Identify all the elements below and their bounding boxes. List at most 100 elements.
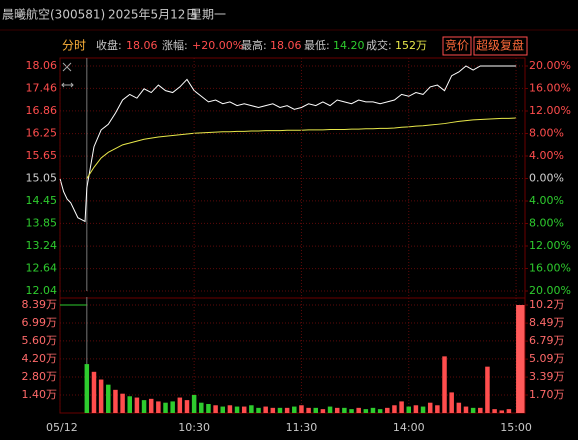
volume-bar <box>234 406 240 413</box>
y-tick-label: 5.60万 <box>22 334 58 347</box>
volume-bar <box>470 407 476 413</box>
volume-bar <box>342 407 347 413</box>
volume-bar <box>263 406 268 413</box>
volume-bar <box>141 400 147 413</box>
volume-bar <box>478 407 483 413</box>
volume-bar <box>127 396 132 413</box>
volume-bar <box>292 406 297 413</box>
y-tick-label: 4.20万 <box>22 352 58 365</box>
y2-tick-label: 4.00% <box>529 194 564 207</box>
volume-bar <box>377 409 383 413</box>
volume-bar <box>277 407 283 413</box>
volume-bar <box>313 407 318 413</box>
x-tick-label: 14:00 <box>393 421 425 434</box>
volume-bar <box>435 405 440 413</box>
y2-tick-label: 3.39万 <box>529 370 565 383</box>
button-frame[interactable] <box>473 36 528 56</box>
volume-bar <box>463 406 469 413</box>
volume-bar <box>327 406 333 413</box>
button[interactable]: 竞价 <box>445 39 469 53</box>
volume-bar <box>91 371 97 413</box>
x-tick-label: 05/12 <box>46 421 78 434</box>
volume-bar <box>385 407 390 413</box>
volume-bar <box>191 394 197 413</box>
y2-tick-label: 12.00% <box>529 104 571 117</box>
volume-bar <box>442 356 447 413</box>
y-tick-label: 8.39万 <box>22 298 58 311</box>
volume-bar <box>320 409 326 413</box>
volume-bar <box>98 379 104 413</box>
y-tick-label: 15.05 <box>26 172 58 185</box>
close-icon[interactable] <box>62 62 72 72</box>
volume-bar <box>406 406 411 413</box>
y2-tick-label: 4.00% <box>529 149 564 162</box>
volume-bar <box>120 393 125 413</box>
volume-bar <box>249 405 254 413</box>
volume-bar <box>363 409 369 413</box>
y2-tick-label: 16.00% <box>529 82 571 95</box>
button-frame[interactable] <box>442 36 472 56</box>
volume-bar <box>106 384 111 413</box>
y2-tick-label: 20.00% <box>529 284 571 297</box>
volume-bar <box>399 401 404 413</box>
volume-bar <box>199 402 204 413</box>
expand-icon[interactable] <box>61 82 74 88</box>
y2-tick-label: 10.2万 <box>529 298 565 311</box>
volume-bar <box>392 405 397 413</box>
button[interactable]: 超级复盘 <box>476 38 524 53</box>
volume-bar <box>256 407 261 413</box>
y-tick-label: 17.46 <box>26 81 58 94</box>
stat-value: 18.06 <box>270 39 302 52</box>
y2-tick-label: 8.00% <box>529 127 564 140</box>
volume-bar <box>227 405 233 413</box>
y2-tick-label: 12.00% <box>529 239 571 252</box>
volume-bar <box>506 409 512 413</box>
y-tick-label: 13.24 <box>26 239 58 252</box>
volume-bar <box>220 406 225 413</box>
volume-bar <box>113 389 118 413</box>
stat-value: 14.20 <box>333 39 365 52</box>
volume-bar <box>299 405 304 413</box>
tab[interactable]: 分时 <box>62 39 86 53</box>
x-tick-label: 10:30 <box>178 421 210 434</box>
volume-bar <box>170 401 175 413</box>
y-tick-label: 12.04 <box>26 284 58 297</box>
volume-bar <box>334 407 340 413</box>
y-tick-label: 6.99万 <box>22 316 58 329</box>
y-tick-label: 14.45 <box>26 194 58 207</box>
stat-value: +20.00% <box>192 39 243 52</box>
volume-bar <box>516 305 525 413</box>
volume-bar <box>134 397 140 413</box>
volume-bar <box>485 366 490 413</box>
stat-value: 18.06 <box>126 39 158 52</box>
stock-name: 晨曦航空(300581) <box>2 7 105 22</box>
y-tick-label: 15.65 <box>26 149 58 162</box>
volume-bar <box>306 407 311 413</box>
volume-bar <box>241 406 247 413</box>
volume-bar <box>177 397 183 413</box>
y-tick-label: 16.25 <box>26 127 58 140</box>
y2-tick-label: 6.79万 <box>529 334 565 347</box>
volume-bar <box>492 409 497 413</box>
stat-label: 成交: <box>366 38 392 52</box>
y-tick-label: 2.80万 <box>22 370 58 383</box>
volume-bar <box>84 364 90 413</box>
volume-bar <box>499 410 504 413</box>
volume-bar <box>349 409 354 413</box>
volume-bar <box>370 407 376 413</box>
y-tick-label: 18.06 <box>26 59 58 72</box>
volume-bar <box>420 406 426 413</box>
stat-label: 最高: <box>241 38 267 52</box>
y2-tick-label: 0.00% <box>529 172 564 185</box>
y2-tick-label: 8.00% <box>529 217 564 230</box>
stat-label: 最低: <box>304 39 330 52</box>
y2-tick-label: 5.09万 <box>529 352 565 365</box>
volume-bar <box>156 401 161 413</box>
volume-bar <box>413 405 419 413</box>
y2-tick-label: 1.70万 <box>529 388 565 401</box>
volume-bar <box>456 402 462 413</box>
stat-label: 收盘: <box>96 38 122 52</box>
volume-bar <box>184 400 190 413</box>
